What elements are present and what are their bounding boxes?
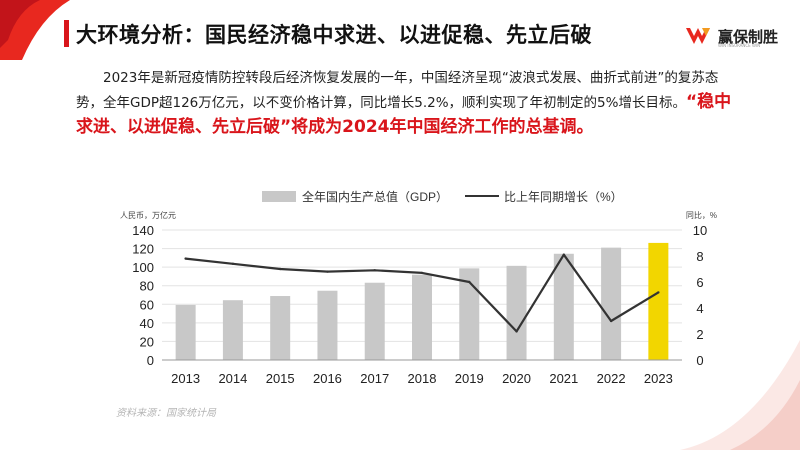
title-accent-bar	[64, 20, 69, 47]
growth-point	[278, 267, 282, 271]
y-right-tick-label: 8	[696, 249, 703, 264]
x-tick-label: 2021	[549, 371, 578, 386]
gdp-bar	[175, 304, 196, 360]
gdp-bar	[601, 247, 622, 360]
x-tick-label: 2013	[171, 371, 200, 386]
summary-text: 2023年是新冠疫情防控转段后经济恢复发展的一年，中国经济呈现“波浪式发展、曲折…	[76, 70, 719, 111]
gdp-bar	[506, 265, 527, 360]
y-axis-left-title: 人民币，万亿元	[120, 210, 176, 220]
x-tick-label: 2014	[218, 371, 247, 386]
growth-point	[562, 253, 566, 256]
y-right-tick-label: 6	[696, 275, 703, 290]
x-tick-label: 2019	[455, 371, 484, 386]
growth-point	[468, 280, 471, 284]
growth-point	[373, 269, 376, 272]
summary-highlight: “稳中求进、以进促稳、先立后破”将成为2024年中国经济工作的总基调。	[76, 92, 732, 137]
gdp-bar	[553, 253, 574, 360]
y-left-tick-label: 20	[140, 334, 154, 349]
y-left-tick-label: 40	[140, 316, 154, 331]
y-left-tick-label: 80	[140, 279, 154, 294]
x-tick-label: 2022	[597, 371, 626, 386]
gdp-bar	[222, 300, 243, 360]
gdp-bar	[270, 296, 291, 360]
x-tick-label: 2017	[360, 371, 389, 386]
y-left-tick-label: 100	[132, 260, 154, 275]
x-tick-label: 2015	[266, 371, 295, 386]
logo-icon	[686, 28, 710, 44]
growth-point	[420, 271, 424, 275]
x-tick-label: 2016	[313, 371, 342, 386]
corner-decoration-top-left	[0, 0, 70, 60]
x-tick-label: 2018	[408, 371, 437, 386]
y-right-tick-label: 0	[696, 353, 703, 368]
y-axis-right-title: 同比，%	[686, 210, 717, 220]
growth-point	[326, 270, 329, 273]
growth-point	[657, 291, 660, 294]
logo-text: 赢保制胜	[718, 28, 779, 46]
legend-swatch-gdp	[262, 191, 296, 202]
x-tick-label: 2023	[644, 371, 673, 386]
slide-title: 大环境分析：国民经济稳中求进、以进促稳、先立后破	[76, 23, 592, 47]
gdp-chart: 全年国内生产总值（GDP） 比上年同期增长（%）人民币，万亿元 同比，%020406…	[120, 189, 717, 386]
growth-point	[515, 330, 518, 333]
y-right-tick-label: 2	[696, 327, 703, 342]
y-right-tick-label: 10	[693, 223, 707, 238]
y-left-tick-label: 60	[140, 297, 154, 312]
gdp-bar	[364, 282, 385, 360]
y-left-tick-label: 0	[147, 353, 154, 368]
y-right-tick-label: 4	[696, 301, 703, 316]
y-left-tick-label: 140	[132, 223, 154, 238]
legend-label-gdp: 全年国内生产总值（GDP）	[302, 189, 448, 204]
summary-paragraph: 2023年是新冠疫情防控转段后经济恢复发展的一年，中国经济呈现“波浪式发展、曲折…	[76, 66, 736, 140]
logo-subtext: WIN INSURANCE WIN	[718, 43, 761, 48]
y-left-tick-label: 120	[132, 242, 154, 257]
gdp-bar	[412, 274, 432, 360]
growth-point	[231, 262, 235, 265]
growth-point	[609, 319, 613, 323]
gdp-bar	[459, 268, 480, 360]
legend-label-growth: 比上年同期增长（%）	[504, 190, 623, 204]
growth-point	[184, 257, 187, 260]
data-source: 资料来源：国家统计局	[116, 408, 216, 419]
x-tick-label: 2020	[502, 371, 531, 386]
corner-decoration-bottom-right	[680, 340, 800, 450]
gdp-bar	[317, 290, 338, 360]
gdp-bar	[648, 242, 669, 360]
